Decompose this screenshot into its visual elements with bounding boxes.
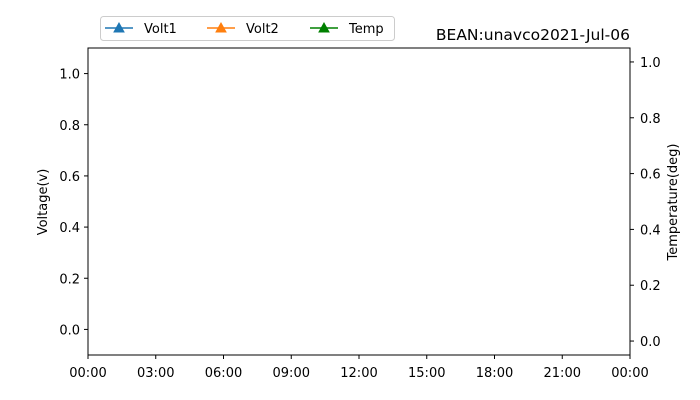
legend-box: [100, 16, 395, 41]
y-axis-ticks: 0.0 0.2 0.4 0.6 0.8 1.0: [59, 68, 88, 338]
triangle-marker-icon: [113, 21, 125, 33]
y-tick-label: 0.6: [59, 170, 80, 185]
legend-item-volt2: Volt2: [207, 21, 279, 37]
x-tick-label: 00:00: [69, 366, 106, 381]
legend-label: Volt2: [246, 22, 279, 37]
legend-item-volt1: Volt1: [105, 21, 177, 37]
x-tick-label: 21:00: [544, 366, 581, 381]
axes-border: [87, 47, 631, 356]
x-tick-label: 15:00: [408, 366, 445, 381]
y2-axis-ticks: 0.0 0.2 0.4 0.6 0.8 1.0: [630, 56, 661, 350]
y2-tick-label: 0.8: [640, 112, 661, 127]
y-tick-label: 0.0: [59, 323, 80, 338]
x-axis-ticks: 00:00 03:00 06:00 09:00 12:00 15:00 18:00 21:00…: [69, 355, 649, 381]
legend-label: Temp: [348, 22, 384, 37]
y2-tick-label: 0.0: [640, 335, 661, 350]
legend: Volt1 Volt2 Temp: [100, 16, 395, 41]
y2-tick-label: 0.6: [640, 168, 661, 183]
legend-label: Volt1: [144, 22, 177, 37]
y2-axis-label: Temperature(deg): [666, 144, 681, 262]
y-tick-label: 0.4: [59, 221, 80, 236]
x-tick-label: 03:00: [137, 366, 174, 381]
y2-tick-label: 0.2: [640, 279, 661, 294]
y-tick-label: 0.2: [59, 272, 80, 287]
x-tick-label: 09:00: [273, 366, 310, 381]
x-tick-label: 12:00: [340, 366, 377, 381]
axes-frame: [87, 47, 631, 356]
y-axis-label: Voltage(v): [36, 169, 51, 236]
x-tick-label: 06:00: [205, 366, 242, 381]
x-tick-label: 00:00: [611, 366, 648, 381]
triangle-marker-icon: [318, 21, 330, 33]
legend-item-temp: Temp: [310, 21, 384, 37]
y-tick-label: 0.8: [59, 119, 80, 134]
triangle-marker-icon: [215, 21, 227, 33]
y-tick-label: 1.0: [59, 68, 80, 83]
x-tick-label: 18:00: [476, 366, 513, 381]
chart-title: BEAN:unavco2021-Jul-06: [436, 26, 630, 44]
y2-tick-label: 0.4: [640, 223, 661, 238]
y2-tick-label: 1.0: [640, 56, 661, 71]
